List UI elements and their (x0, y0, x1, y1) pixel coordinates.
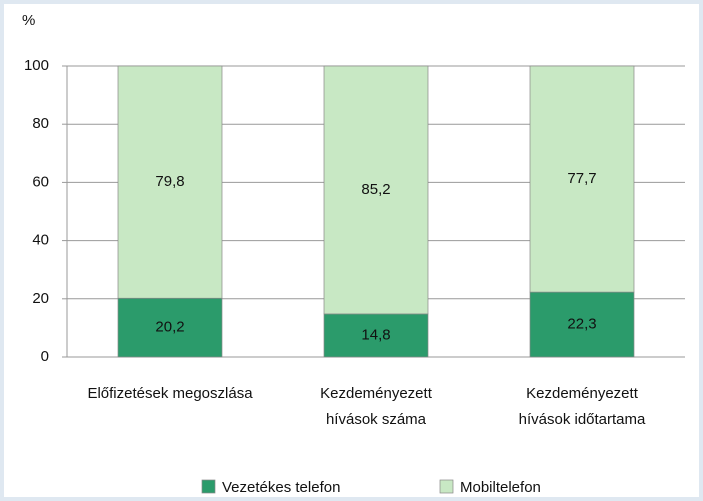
legend-swatch (439, 479, 454, 494)
y-tick-label: 60 (32, 173, 49, 190)
data-label: 85,2 (361, 181, 390, 198)
data-label: 20,2 (155, 319, 184, 336)
x-tick-label: Kezdeményezett hívások száma (320, 385, 432, 428)
bar-segment (117, 65, 223, 299)
chart: % 0 20 40 60 80 100 20,2 79,8 14,8 85,2 22,3 77,7 Ve… (22, 12, 685, 496)
legend-label: Vezetékes telefon (222, 479, 340, 496)
bar-segment (323, 65, 429, 315)
chart-area: % 0 20 40 60 80 100 20,2 79,8 14,8 85,2 22,3 77,7 Ve… (4, 4, 699, 497)
y-tick-label: 80 (32, 115, 49, 132)
y-tick-label: 100 (24, 57, 49, 74)
data-label: 14,8 (361, 326, 390, 343)
bar-segment (529, 65, 635, 293)
y-tick-label: 20 (32, 290, 49, 307)
x-tick-label: Kezdeményezett hívások időtartama (518, 385, 646, 428)
legend-swatch (201, 479, 216, 494)
legend-label: Mobiltelefon (460, 479, 541, 496)
bar-segment (117, 297, 223, 358)
y-tick-label: 40 (32, 232, 49, 249)
data-label: 79,8 (155, 173, 184, 190)
y-tick-label: 0 (41, 348, 49, 365)
bar-segment (529, 291, 635, 358)
bar-segment (323, 313, 429, 358)
y-axis-label: % (22, 12, 35, 29)
data-label: 77,7 (567, 170, 596, 187)
data-label: 22,3 (567, 316, 596, 333)
x-tick-label: Előfizetések megoszlása (87, 385, 253, 402)
